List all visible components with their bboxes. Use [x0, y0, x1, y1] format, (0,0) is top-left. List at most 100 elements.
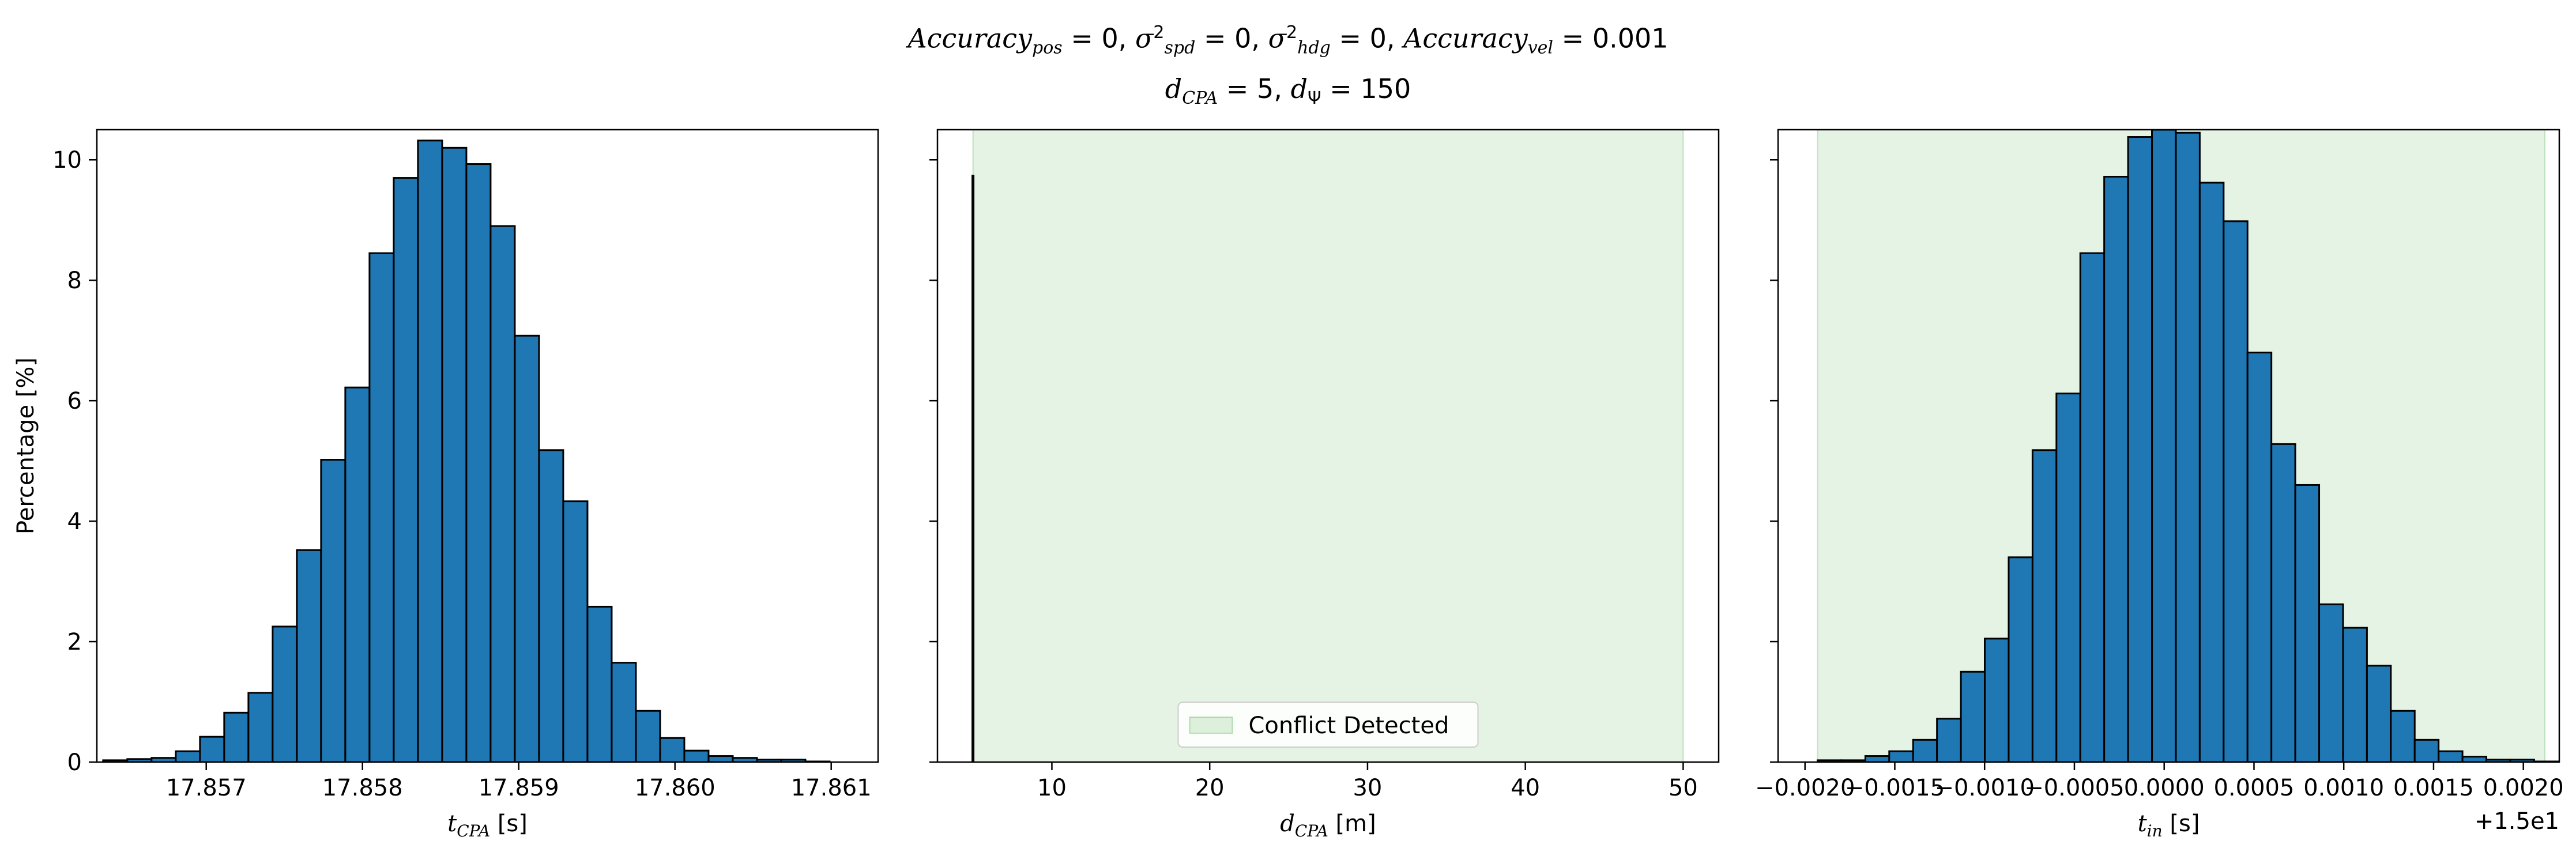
x-tick-label: 50 — [1669, 775, 1698, 801]
histogram-bar — [2031, 449, 2058, 762]
plot-area — [971, 130, 1684, 762]
histogram-bar — [2270, 443, 2296, 762]
histogram-bar — [707, 755, 734, 762]
histogram-bar — [368, 252, 395, 762]
title-segment: = 5, — [1218, 73, 1291, 104]
histogram-bar — [272, 625, 298, 762]
histogram-bar — [2318, 603, 2344, 762]
title-segment: = 0, — [1330, 22, 1404, 54]
legend-label: Conflict Detected — [1249, 712, 1449, 739]
histogram-bar — [2198, 182, 2225, 762]
histogram-bar — [1912, 738, 1938, 762]
histogram-bar — [2342, 627, 2368, 762]
x-tick-label: 10 — [1037, 775, 1067, 801]
title-line-1: Accuracypos = 0, σ2spd = 0, σ2hdg = 0, A… — [0, 13, 2576, 69]
x-axis-label-subscript: CPA — [1295, 821, 1328, 840]
histogram-bar — [1960, 670, 1986, 762]
x-tick-label: 0.0000 — [2124, 775, 2205, 801]
histogram-bar — [489, 225, 516, 762]
x-tick-label: 20 — [1195, 775, 1225, 801]
title-segment: d — [1290, 73, 1308, 104]
x-axis-label-subscript: CPA — [457, 821, 490, 840]
title-segment: 2 — [1286, 22, 1298, 43]
y-tick-label: 2 — [67, 629, 82, 655]
histogram-bar — [514, 334, 540, 762]
histogram-bar — [2079, 252, 2106, 762]
figure-title: Accuracypos = 0, σ2spd = 0, σ2hdg = 0, A… — [0, 13, 2576, 119]
x-tick-label: 17.857 — [166, 775, 247, 801]
histogram-bar — [1984, 638, 2010, 762]
panel-t-cpa: 17.857 17.858 17.859 17.860 17.861 0 2 4 6 8 10 tCP… — [13, 129, 879, 840]
x-tick-label: 17.861 — [791, 775, 872, 801]
histogram-spike-bar — [971, 175, 975, 762]
histogram-bar — [2438, 750, 2464, 762]
histogram-bar — [2103, 175, 2129, 762]
histogram-bar — [659, 737, 686, 762]
histogram-bar — [1864, 755, 1890, 762]
x-tick-label: 0.0010 — [2303, 775, 2384, 801]
histogram-bar — [441, 146, 468, 762]
histogram-bar — [2246, 352, 2273, 762]
histogram-bar — [417, 140, 443, 762]
x-axis-label-main: t — [447, 810, 457, 837]
x-axis-label-main: d — [1280, 810, 1295, 837]
histogram-bar — [2366, 665, 2392, 762]
histogram-bar — [2127, 136, 2153, 762]
x-axis-label: tin [s] — [2138, 810, 2200, 840]
histogram-bar — [247, 692, 274, 762]
histogram-bar — [2008, 556, 2033, 762]
histogram-bar — [393, 177, 419, 762]
y-tick-label: 8 — [67, 267, 82, 294]
histogram-bar — [2175, 131, 2201, 762]
x-tick-label: 17.859 — [479, 775, 559, 801]
x-tick-label: 30 — [1353, 775, 1382, 801]
y-tick-label: 10 — [52, 147, 82, 174]
title-segment: Ψ — [1308, 88, 1321, 108]
x-tick-label: −0.0005 — [2024, 775, 2124, 801]
x-tick-label: −0.0010 — [1934, 775, 2034, 801]
legend: Conflict Detected — [1177, 702, 1479, 748]
histogram-bar — [2390, 710, 2416, 762]
title-line-2: dCPA = 5, dΨ = 150 — [0, 69, 2576, 119]
histogram-bar — [635, 710, 661, 762]
x-tick-label: 17.858 — [322, 775, 403, 801]
x-axis-label-subscript: in — [2147, 821, 2163, 840]
plot-area — [1817, 130, 2559, 762]
x-tick-label: −0.0015 — [1845, 775, 1945, 801]
x-axis-label: dCPA [m] — [1280, 810, 1376, 840]
title-segment: hdg — [1297, 37, 1331, 58]
title-segment: = 0, — [1195, 22, 1268, 54]
axes-frame — [1777, 129, 2560, 763]
x-axis-label-unit: [m] — [1328, 810, 1376, 837]
title-segment: = 0, — [1062, 22, 1136, 54]
panel-t-in: −0.0020−0.0015−0.0010−0.0005 0.0000 0.0005… — [1755, 129, 2564, 840]
axes-frame — [96, 129, 879, 763]
x-tick-label: 0.0020 — [2483, 775, 2564, 801]
y-tick-label: 0 — [67, 749, 82, 776]
y-tick-label: 6 — [67, 388, 82, 414]
x-tick-label: 40 — [1511, 775, 1540, 801]
title-segment: = 150 — [1321, 73, 1411, 104]
x-axis-label: tCPA [s] — [447, 810, 528, 840]
legend-box — [1177, 702, 1479, 748]
title-segment: Accuracy — [907, 22, 1033, 54]
histogram-bar — [538, 449, 564, 762]
x-axis-label-unit: [s] — [2163, 810, 2200, 837]
histogram-bar — [586, 605, 613, 762]
plot-area — [102, 140, 831, 762]
title-segment: vel — [1527, 37, 1554, 58]
histogram-bar — [320, 459, 347, 762]
legend-swatch — [1189, 717, 1233, 734]
histogram-bar — [2055, 393, 2081, 762]
conflict-detected-region — [972, 130, 1684, 762]
x-tick-label: −0.0020 — [1755, 775, 1855, 801]
title-segment: 2 — [1153, 22, 1165, 43]
histogram-bar — [175, 750, 201, 762]
histogram-bar — [611, 662, 637, 762]
x-tick-label: 0.0015 — [2393, 775, 2474, 801]
histogram-bar — [344, 386, 371, 762]
title-segment: Accuracy — [1403, 22, 1528, 54]
histogram-bar — [683, 749, 710, 762]
histogram-bar — [2223, 220, 2249, 762]
